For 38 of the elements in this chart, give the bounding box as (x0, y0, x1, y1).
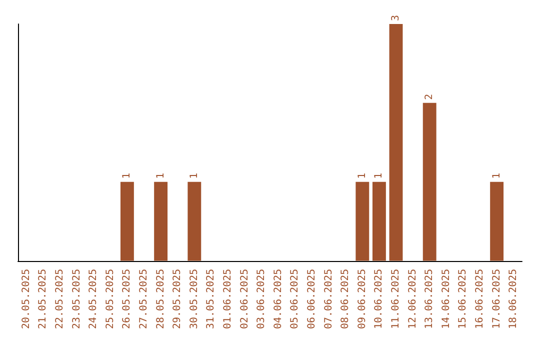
x-tick-label: 21.05.2025 (38, 268, 49, 330)
x-tick-label: 31.05.2025 (206, 268, 217, 330)
x-tick-label: 14.06.2025 (440, 268, 452, 330)
x-tick-label: 11.06.2025 (390, 268, 402, 330)
x-tick-label: 12.06.2025 (407, 268, 418, 330)
data-label: 1 (374, 172, 385, 179)
data-label: 1 (122, 172, 133, 179)
x-tick-label: 08.06.2025 (340, 268, 352, 330)
x-tick-label: 01.06.2025 (222, 268, 234, 330)
x-tick-label: 29.05.2025 (172, 268, 184, 330)
x-tick-label: 16.06.2025 (474, 268, 486, 330)
x-tick-label: 23.05.2025 (71, 268, 82, 330)
x-tick-label: 30.05.2025 (188, 268, 200, 330)
data-label: 1 (356, 172, 368, 179)
x-tick-label: 03.06.2025 (256, 268, 268, 330)
data-label: 1 (491, 172, 502, 179)
x-tick-label: 25.05.2025 (104, 268, 116, 330)
x-tick-label: 09.06.2025 (356, 268, 368, 330)
data-label: 1 (155, 172, 166, 179)
x-tick-label: 26.05.2025 (122, 268, 133, 330)
x-tick-label: 28.05.2025 (155, 268, 166, 330)
x-tick-label: 04.06.2025 (272, 268, 284, 330)
x-tick-label: 17.06.2025 (491, 268, 502, 330)
x-tick-label: 10.06.2025 (374, 268, 385, 330)
x-tick-label: 27.05.2025 (138, 268, 150, 330)
data-label: 2 (424, 94, 436, 100)
x-tick-label: 07.06.2025 (323, 268, 334, 330)
x-tick-label: 02.06.2025 (239, 268, 250, 330)
x-tick-label: 20.05.2025 (20, 268, 32, 330)
x-tick-label: 22.05.2025 (54, 268, 66, 330)
x-tick-label: 06.06.2025 (306, 268, 318, 330)
x-tick-label: 13.06.2025 (424, 268, 436, 330)
data-label: 1 (188, 172, 200, 179)
x-tick-label: 05.06.2025 (290, 268, 301, 330)
data-label: 3 (390, 14, 402, 21)
x-tick-label: 24.05.2025 (88, 268, 100, 330)
x-tick-label: 15.06.2025 (458, 268, 469, 330)
x-tick-label: 18.06.2025 (508, 268, 520, 330)
